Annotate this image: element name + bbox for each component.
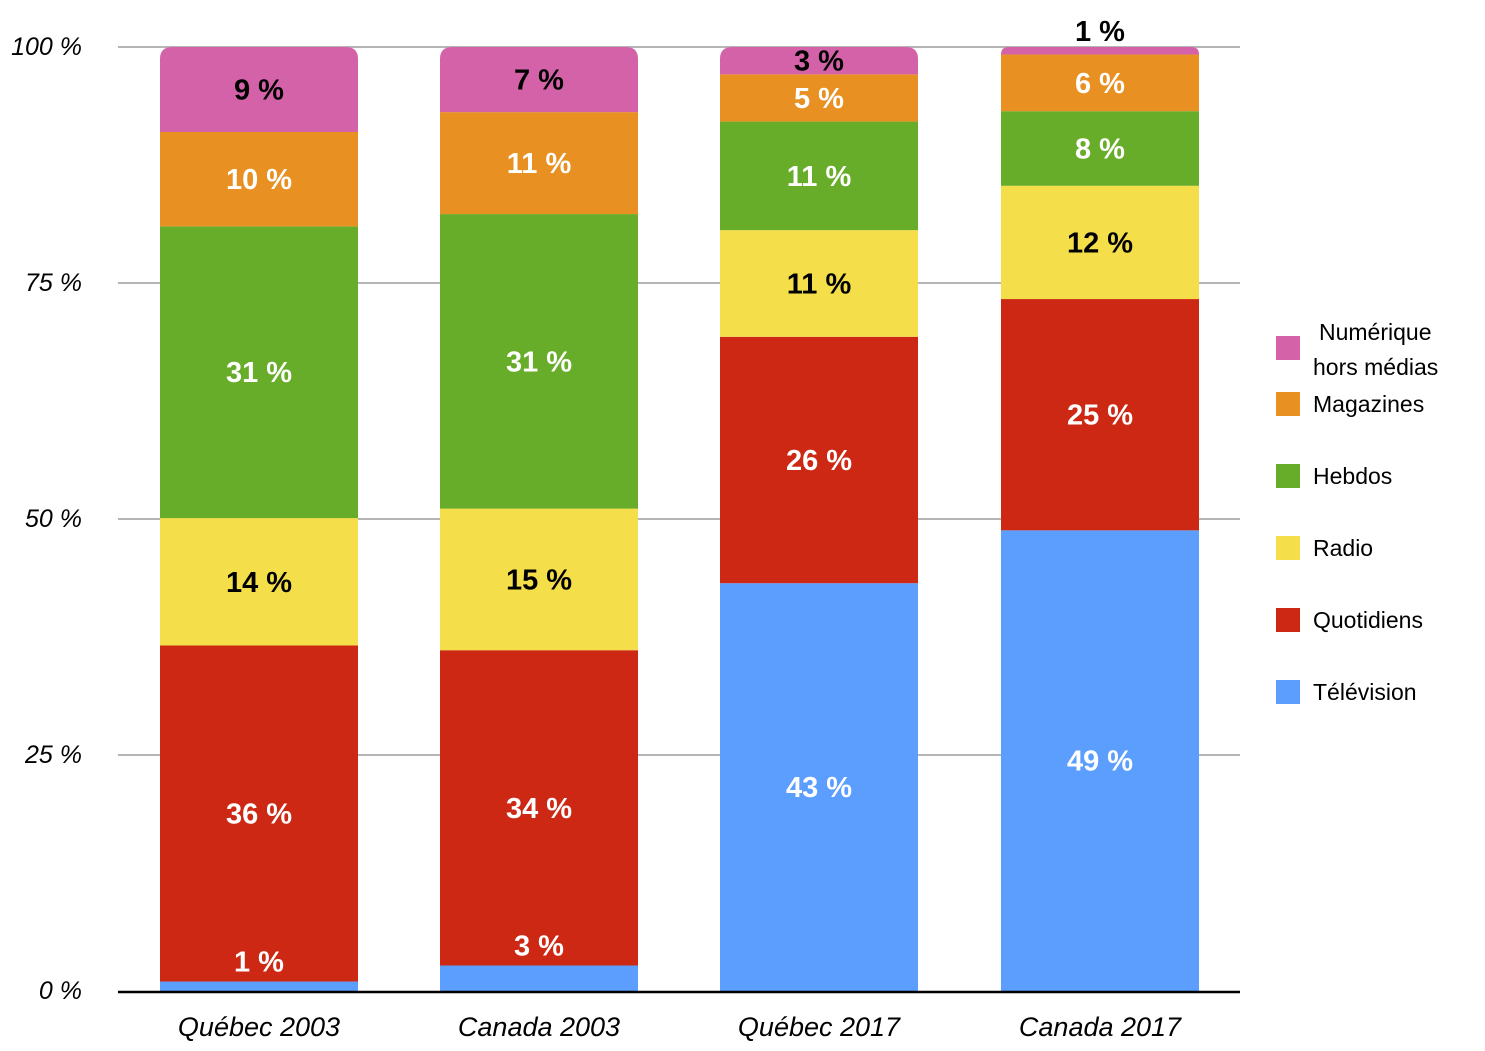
bar-segment-magazines-canada-2003 [440,112,638,215]
data-label-television-quebec-2003: 1 % [234,947,284,979]
legend-item-quotidiens: Quotidiens [1276,607,1423,633]
data-label-numerique-hors-medias-quebec-2003: 9 % [234,74,284,106]
data-label-television-canada-2003: 3 % [514,931,564,963]
bar-segment-magazines-quebec-2003 [160,131,358,227]
data-label-television-quebec-2017: 43 % [786,772,852,804]
bar-segment-quotidiens-quebec-2017 [720,336,918,584]
legend-item-numerique-hors-medias: Numérique hors médias [1276,319,1438,380]
legend-swatch [1276,680,1300,704]
bar-segment-hebdos-canada-2003 [440,214,638,509]
data-label-radio-quebec-2017: 11 % [787,268,852,300]
x-axis-ticks: Québec 2003 Canada 2003 Québec 2017 Canada … [178,1012,1182,1042]
legend-swatch [1276,392,1300,416]
data-label-numerique-hors-medias-canada-2017: 1 % [1075,16,1125,48]
bar-segment-quotidiens-canada-2003 [440,650,638,966]
legend-item-magazines: Magazines [1276,391,1424,417]
data-label-quotidiens-canada-2017: 25 % [1067,400,1133,432]
bar-segment-numerique-hors-medias-canada-2003 [440,47,638,113]
bar-segment-radio-canada-2003 [440,508,638,651]
y-tick-label: 50 % [25,505,82,533]
data-label-radio-quebec-2003: 14 % [226,567,292,599]
bar-segment-numerique-hors-medias-quebec-2003 [160,47,358,132]
x-tick-label: Québec 2003 [178,1012,340,1042]
legend-label: Télévision [1313,679,1417,705]
data-label-radio-canada-2017: 12 % [1067,227,1133,259]
legend-label: Magazines [1313,391,1424,417]
data-label-hebdos-canada-2003: 31 % [506,346,572,378]
legend-label: Numérique [1319,319,1432,345]
legend: Numérique hors médias Magazines Hebdos Radio… [1276,319,1438,705]
bar-segment-television-canada-2003 [440,965,638,991]
bar-segment-quotidiens-quebec-2003 [160,645,358,982]
x-tick-label: Canada 2003 [458,1012,620,1042]
legend-swatch [1276,608,1300,632]
bar-segment-numerique-hors-medias-canada-2017 [1001,47,1199,55]
bar-segment-radio-quebec-2017 [720,230,918,337]
bar-segment-hebdos-quebec-2003 [160,226,358,519]
data-label-magazines-quebec-2017: 5 % [794,83,844,115]
segment-labels: 1 % 36 % 14 % 31 % 10 % 9 % 3 % 34 % 15 % 31 % 11 … [226,16,1133,979]
bar-segment-numerique-hors-medias-quebec-2017 [720,47,918,75]
data-label-magazines-canada-2017: 6 % [1075,68,1125,100]
legend-item-television: Télévision [1276,679,1417,705]
data-label-hebdos-quebec-2017: 11 % [787,161,852,193]
data-label-numerique-hors-medias-canada-2003: 7 % [514,65,564,97]
x-tick-label: Canada 2017 [1019,1012,1182,1042]
legend-item-hebdos: Hebdos [1276,463,1392,489]
bars [160,47,1199,991]
legend-swatch [1276,536,1300,560]
bar-segment-radio-quebec-2003 [160,518,358,646]
data-label-magazines-canada-2003: 11 % [507,148,572,180]
y-axis-ticks: 0 % 25 % 50 % 75 % 100 % [11,33,82,1005]
bar-segment-radio-canada-2017 [1001,185,1199,300]
legend-item-radio: Radio [1276,535,1373,561]
x-tick-label: Québec 2017 [738,1012,901,1042]
y-tick-label: 25 % [24,741,82,769]
legend-label: Hebdos [1313,463,1392,489]
data-label-quotidiens-canada-2003: 34 % [506,793,572,825]
bar-segment-television-canada-2017 [1001,530,1199,991]
data-label-hebdos-canada-2017: 8 % [1075,133,1125,165]
y-tick-label: 100 % [11,33,82,61]
bar-segment-quotidiens-canada-2017 [1001,299,1199,531]
legend-swatch [1276,336,1300,360]
bar-segment-hebdos-canada-2017 [1001,111,1199,186]
bar-segment-television-quebec-2017 [720,583,918,991]
legend-label: hors médias [1313,354,1438,380]
data-label-hebdos-quebec-2003: 31 % [226,357,292,389]
bar-segment-television-quebec-2003 [160,981,358,991]
data-label-numerique-hors-medias-quebec-2017: 3 % [794,46,844,78]
legend-swatch [1276,464,1300,488]
bar-segment-magazines-canada-2017 [1001,54,1199,112]
legend-label: Radio [1313,535,1373,561]
data-label-quotidiens-quebec-2003: 36 % [226,799,292,831]
bar-segment-hebdos-quebec-2017 [720,121,918,231]
data-label-quotidiens-quebec-2017: 26 % [786,445,852,477]
bar-segment-magazines-quebec-2017 [720,74,918,122]
y-tick-label: 0 % [39,977,82,1005]
legend-label: Quotidiens [1313,607,1423,633]
data-label-television-canada-2017: 49 % [1067,746,1133,778]
data-label-magazines-quebec-2003: 10 % [226,164,292,196]
data-label-radio-canada-2003: 15 % [506,564,572,596]
y-tick-label: 75 % [25,269,82,297]
